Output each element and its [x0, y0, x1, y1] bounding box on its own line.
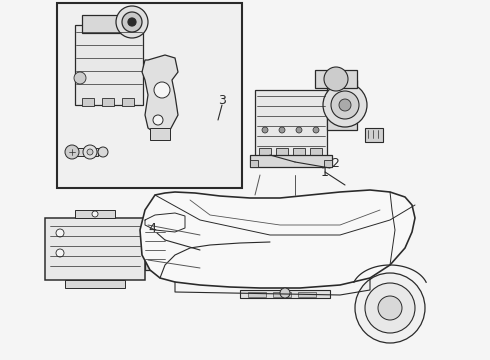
Circle shape: [296, 127, 302, 133]
Bar: [102, 98, 114, 106]
Bar: [273, 292, 291, 297]
Bar: [324, 160, 332, 167]
Text: 2: 2: [331, 157, 339, 170]
Circle shape: [378, 296, 402, 320]
Bar: [250, 160, 258, 167]
Bar: [315, 70, 357, 88]
Bar: [45, 218, 145, 280]
Circle shape: [56, 229, 64, 237]
Text: 1: 1: [321, 166, 329, 179]
Circle shape: [339, 99, 351, 111]
Bar: [82, 15, 136, 33]
Circle shape: [280, 288, 290, 298]
Circle shape: [324, 67, 348, 91]
Circle shape: [116, 6, 148, 38]
Circle shape: [331, 91, 359, 119]
Bar: [82, 98, 94, 106]
Bar: [145, 228, 165, 270]
Bar: [248, 292, 266, 297]
Circle shape: [154, 82, 170, 98]
Circle shape: [65, 145, 79, 159]
Bar: [365, 128, 383, 142]
Bar: [276, 148, 288, 158]
Text: 3: 3: [218, 94, 226, 107]
Bar: [75, 25, 143, 105]
Bar: [240, 290, 330, 298]
Bar: [298, 292, 316, 297]
Circle shape: [128, 18, 136, 26]
Circle shape: [56, 249, 64, 257]
Circle shape: [122, 12, 142, 32]
Circle shape: [83, 145, 97, 159]
Bar: [150, 128, 170, 140]
Bar: [293, 148, 305, 158]
Bar: [259, 148, 271, 158]
Circle shape: [98, 147, 108, 157]
Bar: [122, 98, 134, 106]
Bar: [310, 148, 322, 158]
Polygon shape: [140, 190, 415, 288]
Bar: [75, 210, 115, 218]
Polygon shape: [142, 55, 178, 135]
Circle shape: [355, 273, 425, 343]
Circle shape: [92, 211, 98, 217]
Circle shape: [323, 83, 367, 127]
Bar: [57, 3, 242, 188]
Bar: [255, 90, 327, 160]
Circle shape: [313, 127, 319, 133]
Circle shape: [74, 72, 86, 84]
Circle shape: [279, 127, 285, 133]
Circle shape: [365, 283, 415, 333]
Bar: [327, 80, 357, 130]
Circle shape: [153, 115, 163, 125]
Text: 4: 4: [148, 221, 156, 234]
Bar: [65, 280, 125, 288]
Circle shape: [262, 127, 268, 133]
Circle shape: [87, 149, 93, 155]
Bar: [250, 155, 332, 167]
Bar: [68, 148, 98, 156]
